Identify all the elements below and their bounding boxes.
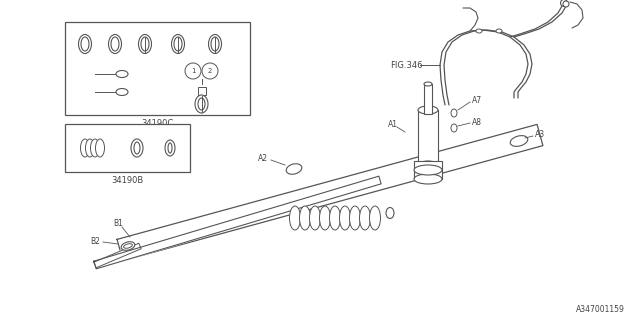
Ellipse shape xyxy=(81,139,90,157)
Ellipse shape xyxy=(496,29,502,33)
Text: 34190B: 34190B xyxy=(111,175,143,185)
Ellipse shape xyxy=(174,37,182,51)
Text: A2: A2 xyxy=(110,26,120,35)
Ellipse shape xyxy=(209,35,221,53)
Ellipse shape xyxy=(330,206,340,230)
Text: A1: A1 xyxy=(388,119,398,129)
Bar xyxy=(65,22,250,115)
Bar xyxy=(414,161,442,179)
Ellipse shape xyxy=(476,29,482,33)
Text: A5: A5 xyxy=(210,26,220,35)
Ellipse shape xyxy=(319,206,330,230)
Ellipse shape xyxy=(418,106,438,114)
Ellipse shape xyxy=(165,140,175,156)
Text: A7: A7 xyxy=(472,95,482,105)
Ellipse shape xyxy=(451,124,457,132)
Text: 34190C: 34190C xyxy=(141,118,173,127)
Text: 2: 2 xyxy=(208,68,212,74)
Ellipse shape xyxy=(386,207,394,219)
Text: FIG.346: FIG.346 xyxy=(390,60,422,69)
Circle shape xyxy=(202,63,218,79)
Ellipse shape xyxy=(168,143,172,153)
Ellipse shape xyxy=(134,142,140,154)
Ellipse shape xyxy=(561,0,568,6)
Ellipse shape xyxy=(95,139,104,157)
Bar xyxy=(418,110,438,165)
Ellipse shape xyxy=(369,206,381,230)
Text: B2: B2 xyxy=(90,237,100,246)
Text: B1: B1 xyxy=(88,130,98,139)
Ellipse shape xyxy=(211,37,219,51)
Bar xyxy=(198,87,205,95)
Ellipse shape xyxy=(109,35,122,53)
Ellipse shape xyxy=(451,109,457,117)
Ellipse shape xyxy=(349,206,360,230)
Ellipse shape xyxy=(116,89,128,95)
Polygon shape xyxy=(94,176,381,269)
Ellipse shape xyxy=(138,35,152,53)
Ellipse shape xyxy=(510,136,528,146)
Text: B1: B1 xyxy=(113,220,123,228)
Ellipse shape xyxy=(414,174,442,184)
Ellipse shape xyxy=(563,1,569,7)
Text: A1: A1 xyxy=(80,26,90,35)
Ellipse shape xyxy=(116,70,128,77)
Circle shape xyxy=(185,63,201,79)
Text: A347001159: A347001159 xyxy=(576,305,625,314)
Ellipse shape xyxy=(300,206,310,230)
Ellipse shape xyxy=(339,206,351,230)
Text: B3: B3 xyxy=(165,130,175,139)
Ellipse shape xyxy=(86,139,95,157)
Polygon shape xyxy=(117,124,543,260)
Bar xyxy=(65,124,190,172)
Text: A2: A2 xyxy=(258,154,268,163)
Ellipse shape xyxy=(124,244,132,248)
Text: A8: A8 xyxy=(472,117,482,126)
Text: A8: A8 xyxy=(83,84,93,93)
Ellipse shape xyxy=(286,164,302,174)
Ellipse shape xyxy=(81,37,89,51)
Ellipse shape xyxy=(198,98,205,110)
Text: A4: A4 xyxy=(173,26,183,35)
Bar xyxy=(424,84,432,114)
Text: B2: B2 xyxy=(132,130,142,139)
Ellipse shape xyxy=(424,82,432,86)
Ellipse shape xyxy=(414,165,442,175)
Ellipse shape xyxy=(289,206,301,230)
Ellipse shape xyxy=(79,35,92,53)
Ellipse shape xyxy=(111,37,119,51)
Text: 1: 1 xyxy=(191,68,195,74)
Ellipse shape xyxy=(141,37,149,51)
Ellipse shape xyxy=(121,242,135,250)
Ellipse shape xyxy=(418,161,438,169)
Ellipse shape xyxy=(195,95,208,113)
Text: A3: A3 xyxy=(535,130,545,139)
Text: A7: A7 xyxy=(83,67,93,76)
Ellipse shape xyxy=(131,139,143,157)
Ellipse shape xyxy=(310,206,321,230)
Ellipse shape xyxy=(172,35,184,53)
Ellipse shape xyxy=(90,139,99,157)
Text: A3: A3 xyxy=(140,26,150,35)
Ellipse shape xyxy=(360,206,371,230)
Polygon shape xyxy=(94,243,141,268)
